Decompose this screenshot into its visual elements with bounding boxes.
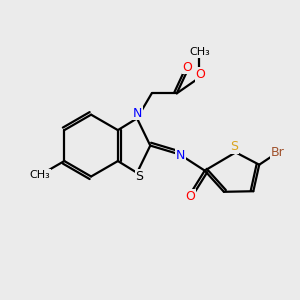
Text: S: S bbox=[135, 170, 143, 183]
Text: N: N bbox=[176, 148, 185, 161]
Text: O: O bbox=[185, 190, 195, 203]
Text: S: S bbox=[230, 140, 238, 153]
Text: CH₃: CH₃ bbox=[29, 170, 50, 180]
Text: O: O bbox=[195, 68, 205, 81]
Text: CH₃: CH₃ bbox=[189, 47, 210, 57]
Text: N: N bbox=[133, 106, 142, 119]
Text: Br: Br bbox=[271, 146, 284, 159]
Text: O: O bbox=[183, 61, 193, 74]
